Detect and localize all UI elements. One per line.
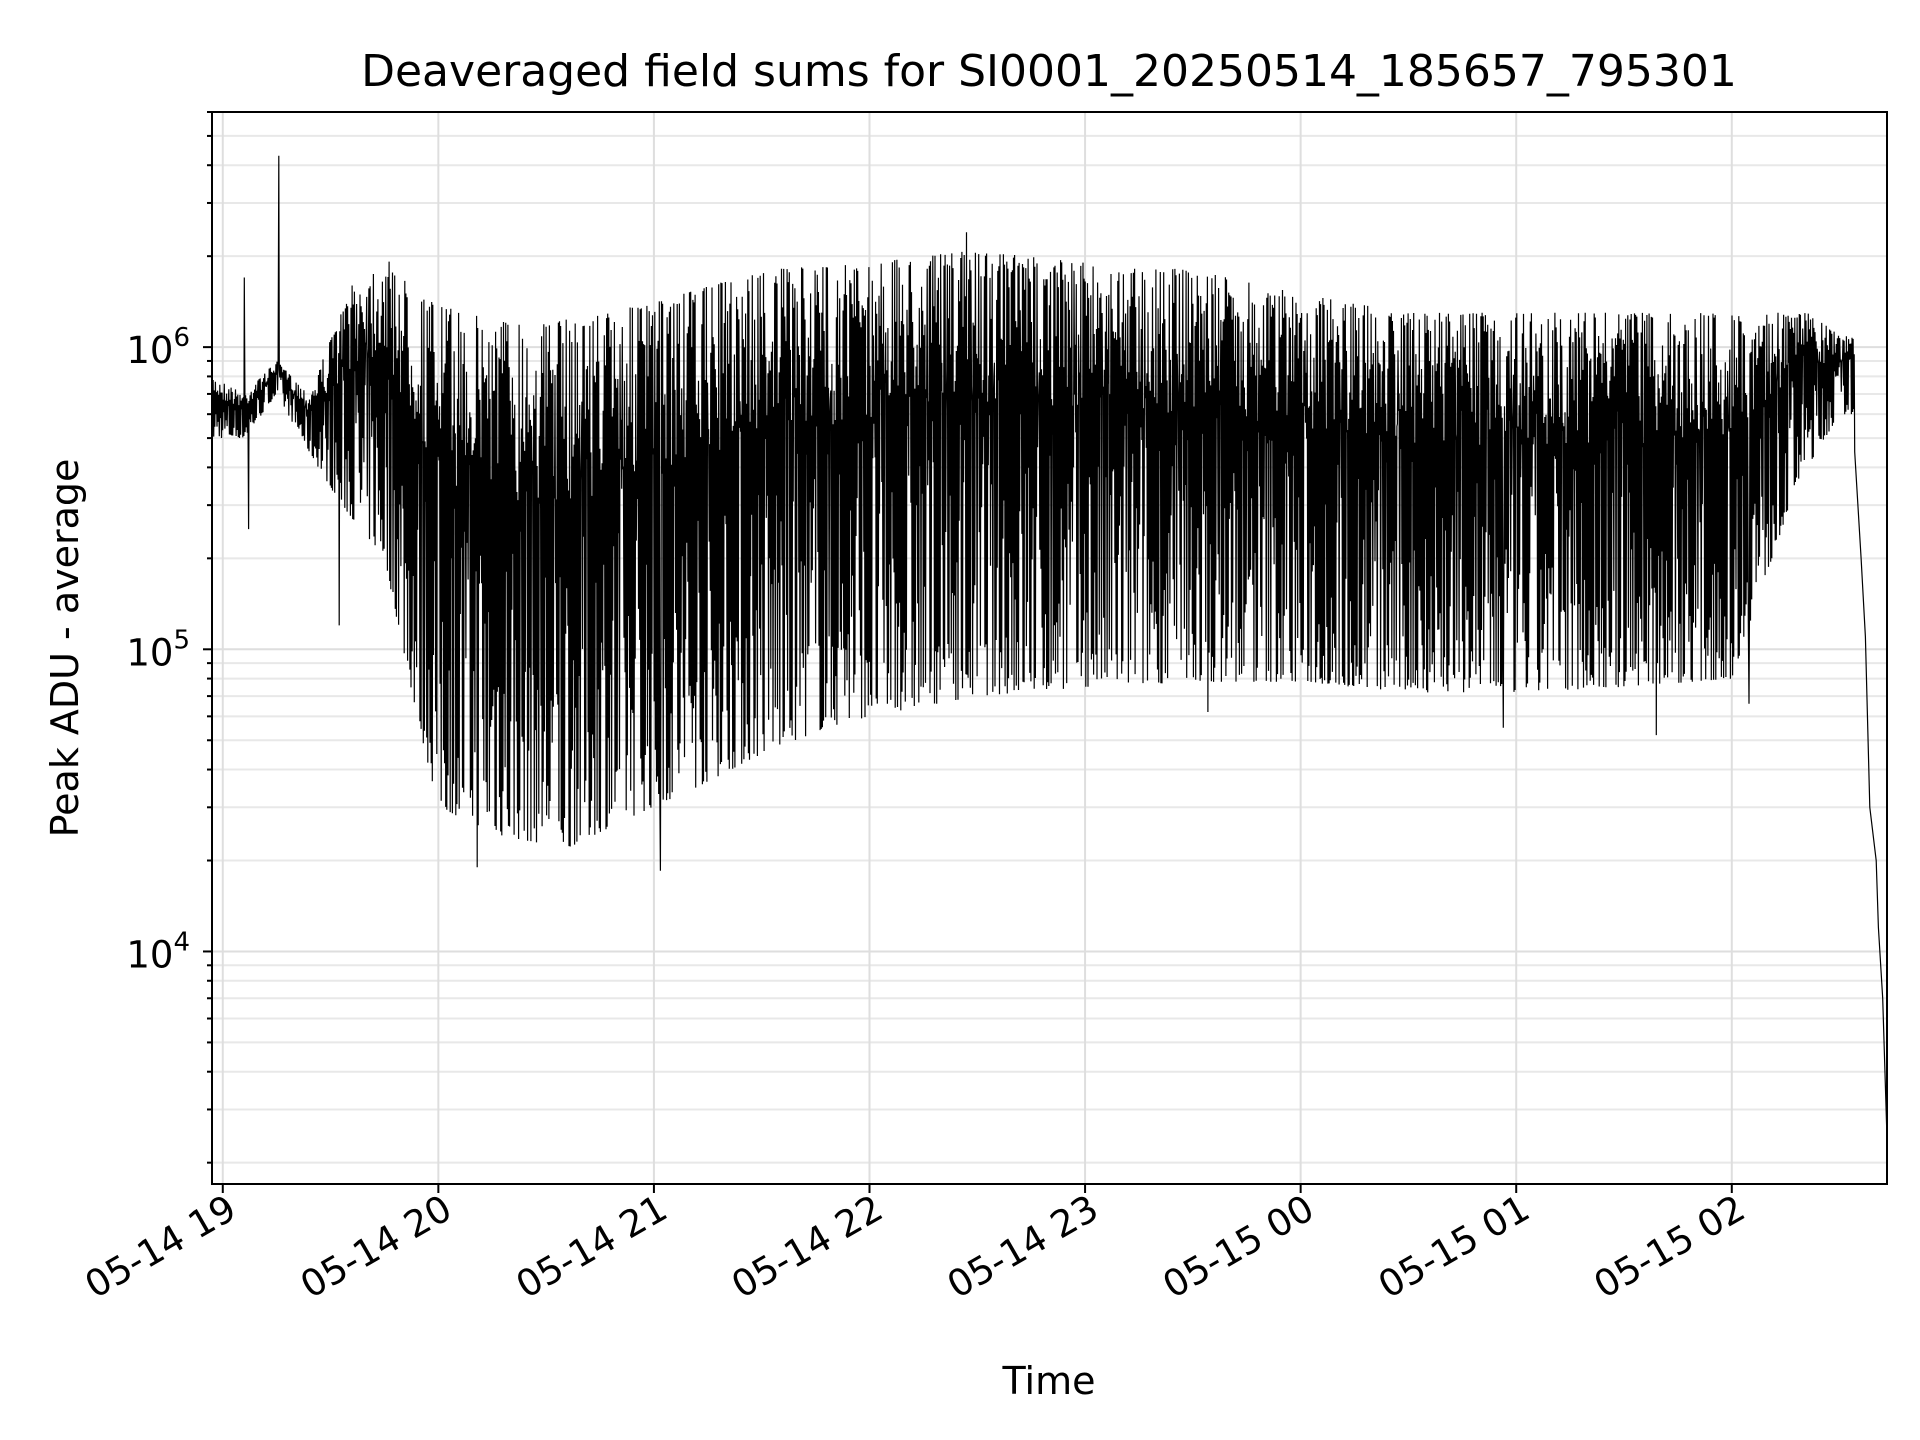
chart-title: Deaveraged field sums for SI0001_2025051…	[361, 46, 1737, 97]
data-layer	[211, 155, 1888, 1139]
series-line	[211, 155, 1888, 1139]
plot-frame	[211, 111, 1888, 1185]
x-tick-label: 05-14 21	[509, 1187, 675, 1307]
x-tick-label: 05-14 22	[724, 1187, 890, 1307]
x-tick-label: 05-14 23	[940, 1187, 1106, 1307]
x-axis-label: Time	[1002, 1359, 1096, 1403]
x-tick-label: 05-15 00	[1156, 1187, 1322, 1307]
y-tick-label: 106	[126, 323, 190, 372]
x-tick-label: 05-15 01	[1371, 1187, 1537, 1307]
x-tick-label: 05-14 19	[78, 1187, 244, 1307]
y-axis-label: Peak ADU - average	[43, 459, 87, 838]
x-tick-label: 05-15 02	[1587, 1187, 1753, 1307]
y-tick-label: 105	[126, 625, 190, 674]
x-tick-label: 05-14 20	[293, 1187, 459, 1307]
ticks: 05-14 19 05-14 20 05-14 21 05-14 22 05-14 23…	[78, 111, 1753, 1307]
y-tick-label: 104	[126, 927, 190, 976]
